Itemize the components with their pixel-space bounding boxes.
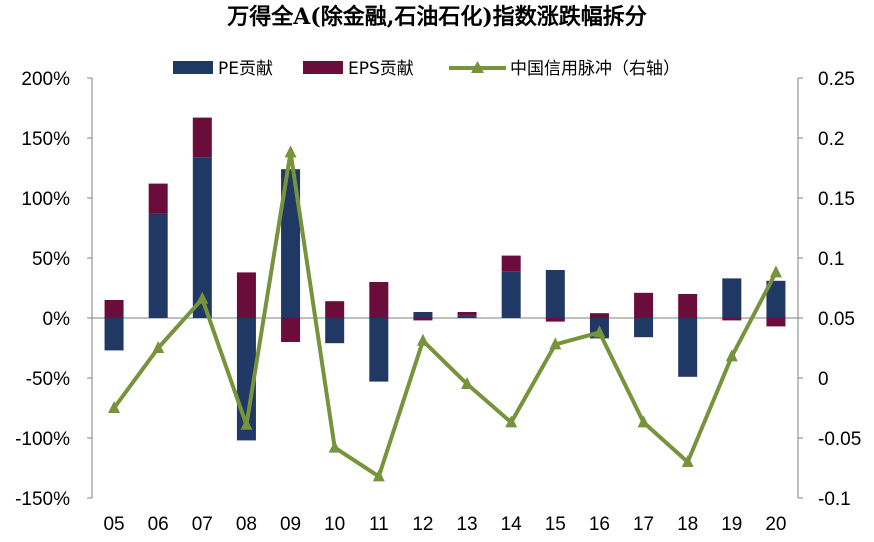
bar-eps-contribution [325, 301, 345, 318]
left-tick-label: -150% [15, 489, 70, 510]
left-tick-label: 50% [32, 249, 70, 270]
bar-eps-contribution [236, 272, 256, 318]
left-tick-label: 100% [21, 189, 70, 210]
bar-pe-contribution [545, 270, 565, 318]
bar-pe-contribution [369, 318, 389, 382]
credit-impulse-point [108, 401, 121, 413]
bar-pe-contribution [457, 315, 477, 318]
right-tick-label: 0.05 [818, 309, 855, 330]
legend-swatch-credit-marker [471, 61, 484, 73]
credit-impulse-point [372, 469, 385, 482]
bar-eps-contribution [281, 318, 301, 342]
x-tick-label: 14 [501, 514, 523, 535]
bar-pe-contribution [766, 280, 786, 318]
bar-pe-contribution [325, 318, 345, 344]
x-tick-label: 05 [103, 514, 124, 535]
right-tick-label: -0.1 [818, 489, 851, 510]
bar-pe-contribution [501, 271, 521, 318]
credit-impulse-point [505, 415, 518, 428]
legend-swatch-pe [173, 61, 213, 74]
x-tick-label: 17 [633, 514, 654, 535]
credit-impulse-point [549, 337, 562, 350]
x-tick-label: 18 [677, 514, 698, 535]
credit-impulse-series [108, 145, 782, 482]
x-tick-label: 09 [280, 514, 301, 535]
credit-impulse-point [681, 455, 694, 467]
right-tick-label: 0.1 [818, 249, 844, 270]
left-axis-ticks: 200% 150% 100% 50% 0% -50% -100% -150% [15, 69, 92, 510]
legend-label-eps: EPS贡献 [348, 59, 414, 79]
bars [104, 117, 786, 441]
bar-eps-contribution [678, 294, 698, 318]
credit-impulse-point [725, 349, 738, 362]
left-tick-label: 150% [21, 129, 70, 150]
credit-impulse-point [284, 145, 297, 158]
bar-pe-contribution [192, 157, 212, 318]
x-tick-label: 08 [236, 514, 257, 535]
bar-eps-contribution [457, 312, 477, 316]
bar-eps-contribution [148, 183, 168, 214]
right-tick-label: -0.05 [818, 429, 861, 450]
bar-pe-contribution [281, 169, 301, 318]
x-axis-ticks: 05 06 07 08 09 10 11 12 13 14 15 16 17 18 19 20 [103, 514, 786, 535]
legend-label-pe: PE贡献 [218, 59, 273, 79]
x-tick-label: 06 [148, 514, 169, 535]
credit-impulse-line [112, 150, 778, 479]
x-tick-label: 13 [456, 514, 477, 535]
x-tick-label: 15 [545, 514, 566, 535]
x-tick-label: 10 [324, 514, 345, 535]
bar-pe-contribution [413, 312, 433, 318]
credit-impulse-point [769, 265, 782, 278]
credit-impulse-point [593, 325, 606, 338]
bar-eps-contribution [104, 300, 124, 318]
x-tick-label: 12 [412, 514, 433, 535]
bar-eps-contribution [545, 318, 565, 322]
chart-title: 万得全A(除金融,石油石化)指数涨跌幅拆分 [226, 4, 647, 30]
bar-eps-contribution [192, 117, 212, 158]
credit-impulse-point [328, 440, 341, 453]
bar-pe-contribution [722, 278, 742, 318]
x-tick-label: 07 [192, 514, 213, 535]
x-tick-label: 16 [589, 514, 610, 535]
right-tick-label: 0 [818, 369, 829, 390]
left-tick-label: 200% [21, 69, 70, 90]
credit-impulse-point [196, 291, 209, 304]
x-tick-label: 19 [721, 514, 742, 535]
bar-pe-contribution [678, 318, 698, 377]
legend: PE贡献 EPS贡献 中国信用脉冲（右轴） [173, 59, 680, 79]
bar-eps-contribution [589, 313, 609, 318]
credit-impulse-point [637, 415, 650, 428]
right-axis-ticks: 0.25 0.2 0.15 0.1 0.05 0 -0.05 -0.1 [798, 69, 861, 510]
credit-impulse-point [416, 333, 429, 346]
legend-label-credit: 中国信用脉冲（右轴） [510, 59, 680, 79]
credit-impulse-point [152, 341, 165, 353]
bar-eps-contribution [722, 318, 742, 321]
right-tick-label: 0.2 [818, 129, 844, 150]
bar-eps-contribution [369, 282, 389, 318]
credit-impulse-point [461, 377, 474, 389]
bar-pe-contribution [104, 318, 124, 351]
left-tick-label: -100% [15, 429, 70, 450]
bar-eps-contribution [634, 292, 654, 318]
x-tick-label: 11 [369, 514, 389, 535]
legend-swatch-eps [303, 61, 343, 74]
bar-pe-contribution [148, 213, 168, 318]
right-tick-label: 0.25 [818, 69, 855, 90]
credit-impulse-point [240, 417, 253, 430]
bar-eps-contribution [413, 318, 433, 321]
left-tick-label: 0% [43, 309, 71, 330]
right-tick-label: 0.15 [818, 189, 855, 210]
left-tick-label: -50% [26, 369, 70, 390]
bar-eps-contribution [501, 255, 521, 272]
bar-pe-contribution [634, 318, 654, 338]
bar-eps-contribution [766, 318, 786, 327]
x-tick-label: 20 [765, 514, 786, 535]
